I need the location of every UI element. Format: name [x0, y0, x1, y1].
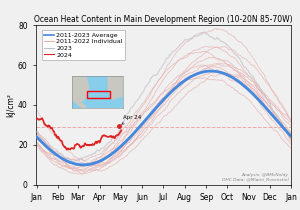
Legend: 2011-2023 Average, 2011-2022 Individual, 2023, 2024: 2011-2023 Average, 2011-2022 Individual,…	[42, 30, 125, 60]
Text: Apr 24: Apr 24	[122, 115, 142, 124]
Title: Ocean Heat Content in Main Development Region (10-20N 85-70W): Ocean Heat Content in Main Development R…	[34, 15, 293, 24]
Y-axis label: kJ/cm²: kJ/cm²	[6, 93, 15, 117]
Text: Analysis: @BMcNoldy
OHC Data: @Miami_Rosenstiel: Analysis: @BMcNoldy OHC Data: @Miami_Ros…	[222, 173, 289, 182]
